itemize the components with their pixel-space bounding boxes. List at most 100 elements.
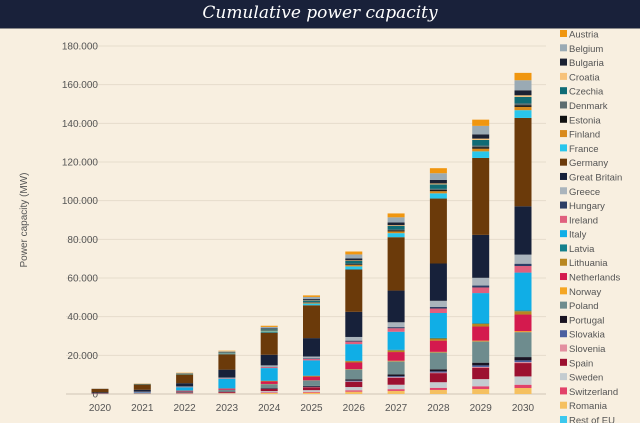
- bar-segment-germany: [387, 237, 405, 291]
- legend-item: Poland: [560, 301, 599, 312]
- legend-swatch: [560, 315, 567, 323]
- bar-segment-romania: [472, 388, 490, 394]
- y-tick-label: 140.000: [62, 119, 99, 130]
- bar-segment-belgium: [345, 254, 363, 259]
- legend-swatch: [560, 344, 567, 352]
- bar-segment-latvia: [429, 337, 447, 339]
- bar-segment-netherlands: [429, 340, 447, 352]
- bar-segment-hungary: [345, 340, 363, 342]
- bar-segment-germany: [176, 374, 194, 384]
- bar-segment-ireland: [472, 287, 490, 294]
- bar-segment-italy: [133, 392, 151, 393]
- legend-label: Rest of EU: [569, 416, 615, 423]
- bar-segment-sweden: [218, 392, 236, 394]
- bar-segment-austria: [218, 350, 236, 352]
- bar-segment-bulgaria: [514, 90, 532, 96]
- bar-segment-bulgaria: [387, 222, 405, 226]
- bar-segment-slovakia: [387, 376, 405, 378]
- legend-swatch: [560, 273, 567, 281]
- bar-segment-spain: [303, 387, 320, 391]
- legend-swatch: [560, 416, 567, 423]
- bar-segment-czechia: [387, 225, 405, 230]
- y-tick-label: 160.000: [62, 80, 99, 91]
- bar-segment-switzerland: [472, 386, 490, 389]
- y-tick-label: 180.000: [62, 42, 99, 53]
- y-tick-label: 60.000: [67, 274, 98, 285]
- bar-segment-sweden: [472, 379, 490, 387]
- bar-segment-italy: [260, 368, 278, 381]
- x-tick-label: 2025: [300, 403, 323, 414]
- bar-segment-slovakia: [429, 371, 447, 373]
- bar-segment-sweden: [387, 384, 405, 390]
- legend-label: Romania: [569, 401, 608, 412]
- y-tick-label: 40.000: [67, 312, 98, 323]
- legend-swatch: [560, 287, 567, 295]
- bar-segment-romania: [387, 390, 405, 394]
- y-tick-label: 120.000: [62, 158, 99, 169]
- legend-label: Norway: [569, 287, 601, 298]
- legend: Austria Belgium Bulgaria Croatia Czechia Denm…: [560, 30, 622, 423]
- bar-segment-greece: [472, 277, 490, 286]
- bar-segment-czechia: [345, 260, 363, 264]
- bar-segment-france: [260, 331, 278, 333]
- bar-segment-italy: [472, 293, 490, 324]
- bar-segment-slovakia: [472, 365, 490, 367]
- legend-item: Bulgaria: [560, 58, 605, 69]
- bar-segment-italy: [387, 331, 405, 350]
- bar-segment-netherlands: [176, 390, 194, 392]
- bar-segment-romania: [260, 393, 278, 394]
- bar-segment-austria: [303, 295, 320, 297]
- bar-segment-greece: [260, 365, 278, 367]
- legend-swatch: [560, 172, 567, 180]
- bar-segment-belgium: [387, 217, 405, 223]
- bar-segment-denmark: [429, 188, 447, 191]
- bar-segment-great-britain: [429, 263, 447, 301]
- bar-segment-france: [345, 266, 363, 270]
- bar-segment-denmark: [514, 103, 532, 106]
- legend-swatch: [560, 401, 567, 409]
- bar-segment-hungary: [387, 327, 405, 329]
- bar-segment-estonia: [514, 105, 532, 107]
- bar-segment-great-britain: [260, 354, 278, 366]
- bar-segment-netherlands: [514, 314, 532, 332]
- legend-item: Slovenia: [560, 344, 606, 355]
- legend-swatch: [560, 158, 567, 166]
- legend-swatch: [560, 201, 567, 209]
- legend-swatch: [560, 30, 567, 37]
- bar-segment-sweden: [345, 387, 363, 391]
- x-tick-label: 2020: [89, 403, 112, 414]
- bar-segment-germany: [514, 117, 532, 207]
- y-tick-label: 20.000: [67, 351, 98, 362]
- bar-segment-finland: [429, 191, 447, 194]
- bar-segment-norway: [514, 331, 532, 333]
- legend-swatch: [560, 258, 567, 266]
- legend-item: Italy: [560, 230, 587, 241]
- legend-swatch: [560, 230, 567, 238]
- bar-segment-poland: [514, 332, 532, 358]
- bar-segment-poland: [387, 361, 405, 375]
- bar-segment-belgium: [218, 351, 236, 353]
- bar-segment-spain: [429, 373, 447, 383]
- bar-segment-germany: [91, 388, 109, 393]
- legend-label: Czechia: [569, 87, 604, 98]
- bar-segment-estonia: [387, 230, 405, 232]
- legend-swatch: [560, 301, 567, 309]
- bar-segment-ireland: [514, 266, 532, 273]
- legend-label: France: [569, 144, 599, 155]
- bar-segment-great-britain: [91, 392, 109, 394]
- x-tick-label: 2021: [131, 403, 154, 414]
- bar-segment-poland: [472, 341, 490, 363]
- bar-segment-greece: [218, 377, 236, 379]
- legend-label: Bulgaria: [569, 58, 605, 69]
- legend-label: Spain: [569, 358, 593, 369]
- bar-segment-belgium: [303, 296, 320, 300]
- bar-segment-germany: [429, 198, 447, 264]
- x-tick-label: 2022: [173, 403, 196, 414]
- bar-segment-denmark: [387, 229, 405, 231]
- bar-segment-lithuania: [514, 311, 532, 315]
- bar-segment-italy: [176, 387, 194, 391]
- bar-segment-belgium: [472, 125, 490, 135]
- legend-label: Croatia: [569, 72, 600, 83]
- bar-segment-great-britain: [514, 206, 532, 255]
- legend-item: Belgium: [560, 44, 603, 55]
